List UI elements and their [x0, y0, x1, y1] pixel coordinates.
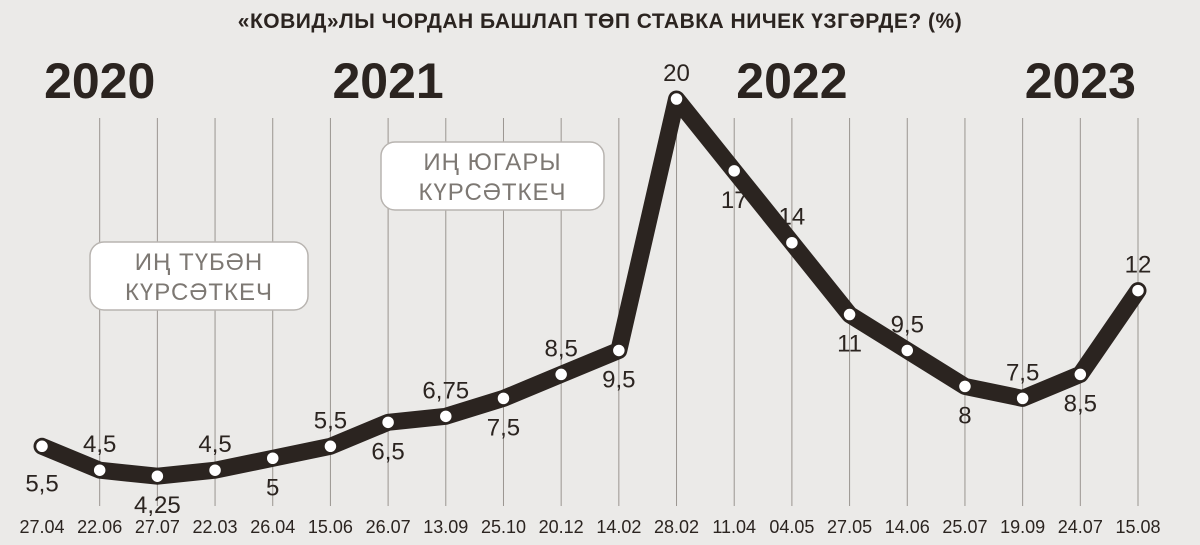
data-point [957, 379, 973, 394]
x-tick-label: 14.06 [885, 517, 930, 537]
data-label: 9,5 [602, 366, 635, 393]
annotation-line: ИҢ ЮГАРЫ [423, 149, 561, 176]
x-tick-label: 14.02 [596, 517, 641, 537]
x-tick-label: 27.04 [19, 517, 64, 537]
year-labels: 2020 2021 2022 2023 [44, 53, 1136, 109]
data-label: 4,25 [134, 492, 181, 519]
data-label: 17 [721, 187, 748, 214]
data-point [438, 409, 454, 424]
data-point [553, 367, 569, 382]
series-polyline [33, 90, 1147, 485]
annotation-badge [380, 141, 605, 211]
data-point [900, 343, 915, 358]
x-tick-label: 26.07 [366, 517, 411, 537]
x-tick-label: 20.12 [539, 517, 584, 537]
data-point [150, 468, 165, 484]
x-tick-label: 11.04 [712, 517, 756, 537]
x-tick-label: 13.09 [423, 517, 468, 537]
data-point [842, 307, 857, 322]
data-label: 7,5 [487, 414, 520, 441]
year-label: 2020 [44, 53, 155, 109]
data-point [1073, 367, 1088, 382]
x-tick-label: 28.02 [654, 517, 699, 537]
data-point [380, 415, 396, 430]
annotation-badges: ИҢ ТҮБӘН КҮРСӘТКЕЧ ИҢ ЮГАРЫ КҮРСӘТКЕЧ [89, 141, 605, 311]
data-points [34, 91, 1146, 484]
x-tick-label: 25.10 [481, 517, 526, 537]
data-point [784, 235, 800, 250]
data-label: 5 [266, 474, 279, 501]
data-point [207, 462, 223, 478]
x-tick-label: 19.09 [1000, 517, 1045, 537]
data-point [669, 91, 684, 107]
data-label: 8,5 [544, 335, 577, 362]
data-point [34, 439, 50, 454]
x-tick-label: 04.05 [769, 517, 814, 537]
data-label: 12 [1125, 252, 1152, 279]
x-tick-label: 24.07 [1058, 517, 1103, 537]
data-point [1130, 283, 1146, 298]
data-label: 6,5 [371, 438, 404, 465]
data-label: 4,5 [198, 431, 231, 458]
data-label: 7,5 [1006, 359, 1039, 386]
annotation-badge [89, 241, 309, 311]
annotation-line: КҮРСӘТКЕЧ [125, 279, 273, 306]
x-tick-label: 27.07 [135, 517, 180, 537]
year-label: 2022 [736, 53, 847, 109]
data-labels: 5,5 4,5 4,25 4,5 5 5,5 6,5 6,75 7,5 8,5 9,5 20 17 14 1… [25, 60, 1151, 519]
year-label: 2023 [1025, 53, 1136, 109]
data-point [265, 451, 280, 466]
x-tick-label: 22.06 [77, 517, 122, 537]
data-label: 6,75 [422, 377, 469, 404]
data-label: 11 [837, 331, 862, 358]
series-line [33, 90, 1147, 485]
data-label: 8 [958, 402, 971, 429]
x-tick-label: 27.05 [827, 517, 872, 537]
data-point [496, 391, 511, 406]
data-label: 20 [663, 60, 690, 87]
data-label: 4,5 [83, 431, 116, 458]
annotation-line: КҮРСӘТКЕЧ [418, 179, 566, 206]
data-label: 5,5 [314, 407, 347, 434]
data-label: 5,5 [25, 470, 58, 497]
data-label: 9,5 [891, 311, 924, 338]
chart-title: «КОВИД»ЛЫ ЧОРДАН БАШЛАП ТӨП СТАВКА НИЧЕК… [238, 10, 962, 33]
data-point [726, 163, 742, 179]
data-point [323, 439, 338, 454]
x-tick-labels: 27.04 22.06 27.07 22.03 26.04 15.06 26.07 13.09… [19, 517, 1160, 537]
x-tick-label: 26.04 [250, 517, 295, 537]
data-label: 14 [779, 204, 806, 231]
annotation-line: ИҢ ТҮБӘН [135, 249, 263, 276]
x-tick-label: 15.06 [308, 517, 353, 537]
data-point [611, 343, 627, 358]
data-label: 8,5 [1064, 390, 1097, 417]
x-tick-label: 15.08 [1115, 517, 1160, 537]
grid-lines [99, 118, 1139, 506]
data-point [92, 462, 107, 478]
data-point [1015, 391, 1030, 406]
x-tick-label: 22.03 [193, 517, 238, 537]
year-label: 2021 [332, 53, 443, 109]
x-tick-label: 25.07 [942, 517, 987, 537]
